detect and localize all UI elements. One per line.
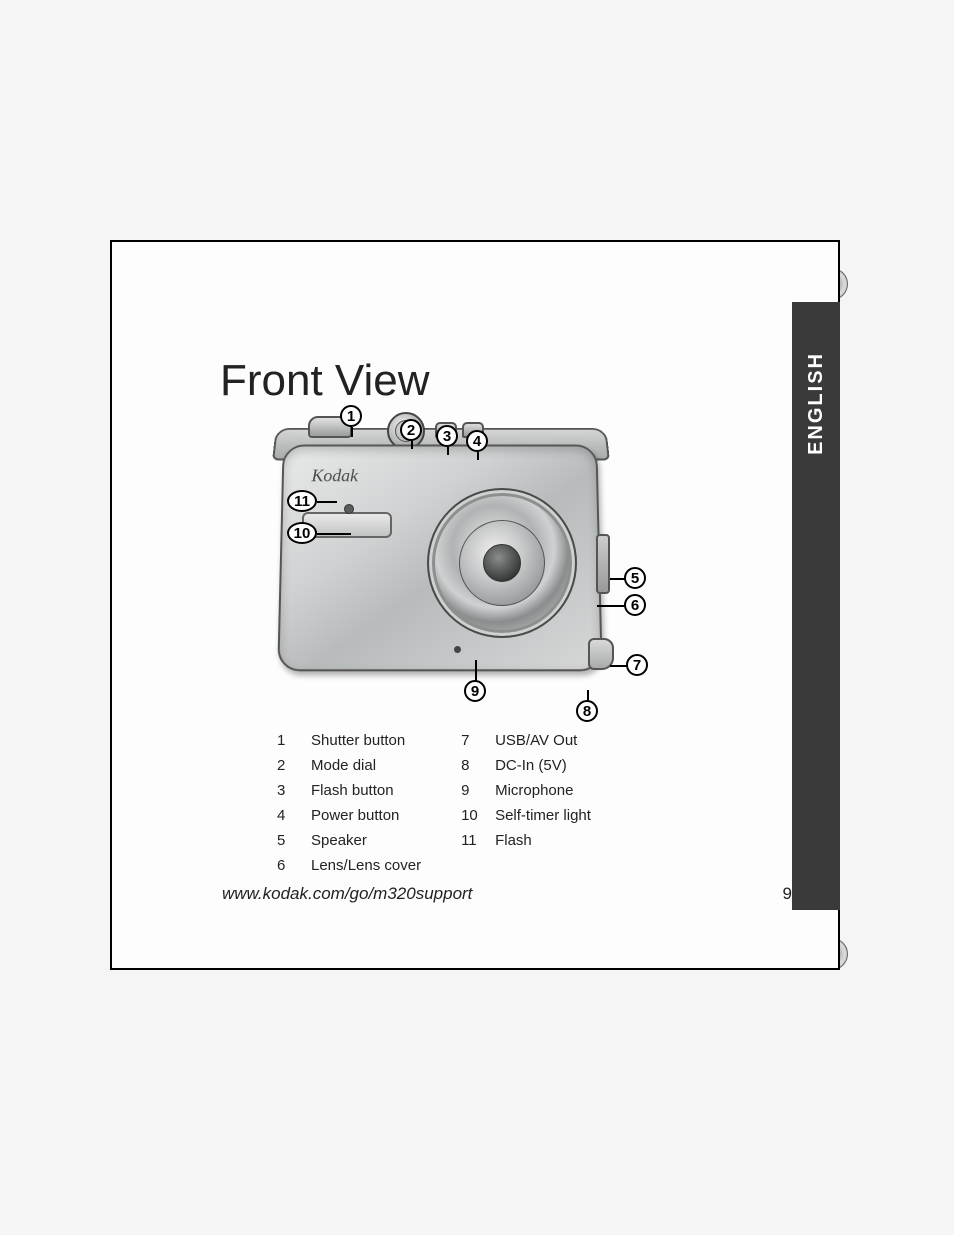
page-title: Front View	[220, 356, 430, 406]
callout-5: 5	[624, 567, 646, 589]
callout-2: 2	[400, 419, 422, 441]
callout-8: 8	[576, 700, 598, 722]
legend-item: 9Microphone	[461, 782, 591, 799]
side-port-cover-shape	[596, 534, 610, 594]
callout-3: 3	[436, 425, 458, 447]
leader-line	[317, 533, 351, 535]
legend-item: 3Flash button	[277, 782, 421, 799]
callout-6: 6	[624, 594, 646, 616]
page-number: 9	[783, 884, 792, 904]
legend: 1Shutter button 2Mode dial 3Flash button…	[277, 732, 697, 874]
legend-item: 7USB/AV Out	[461, 732, 591, 749]
footer-url: www.kodak.com/go/m320support	[222, 884, 472, 904]
callout-4: 4	[466, 430, 488, 452]
camera-brand: Kodak	[311, 466, 358, 486]
leader-line	[447, 447, 449, 455]
language-tab: ENGLISH	[792, 302, 840, 910]
legend-item: 5Speaker	[277, 832, 421, 849]
leader-line	[411, 441, 413, 449]
microphone-shape	[454, 646, 461, 653]
leader-line	[317, 501, 337, 503]
legend-column-left: 1Shutter button 2Mode dial 3Flash button…	[277, 732, 421, 874]
legend-item: 8DC-In (5V)	[461, 757, 591, 774]
language-label: ENGLISH	[805, 352, 828, 455]
leader-line	[597, 605, 627, 607]
self-timer-light-shape	[344, 504, 354, 514]
legend-item: 4Power button	[277, 807, 421, 824]
callout-1: 1	[340, 405, 362, 427]
page-frame: ENGLISH Front View Kodak 1 2 3 4 5 6 7 8…	[110, 240, 840, 970]
callout-10: 10	[287, 522, 317, 544]
leader-line	[477, 452, 479, 460]
callout-9: 9	[464, 680, 486, 702]
legend-column-right: 7USB/AV Out 8DC-In (5V) 9Microphone 10Se…	[461, 732, 591, 874]
legend-item: 6Lens/Lens cover	[277, 857, 421, 874]
leader-line	[351, 427, 353, 437]
legend-item: 10Self-timer light	[461, 807, 591, 824]
callout-7: 7	[626, 654, 648, 676]
legend-item: 1Shutter button	[277, 732, 421, 749]
lens-shape	[427, 488, 577, 638]
legend-item: 11Flash	[461, 832, 591, 849]
callout-11: 11	[287, 490, 317, 512]
camera-diagram: Kodak	[252, 402, 732, 722]
page-footer: www.kodak.com/go/m320support 9	[222, 884, 792, 904]
legend-item: 2Mode dial	[277, 757, 421, 774]
